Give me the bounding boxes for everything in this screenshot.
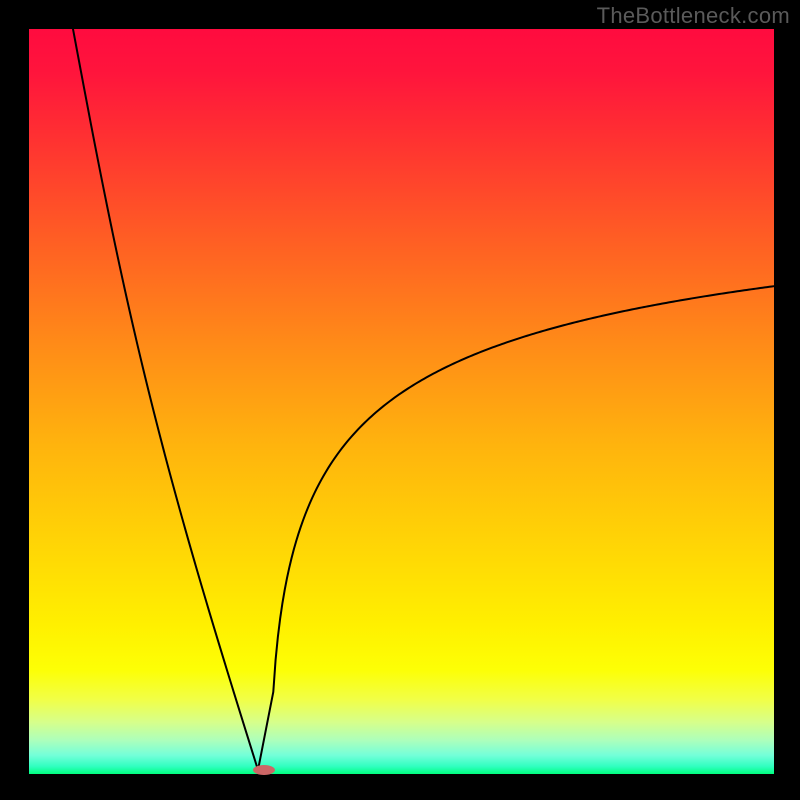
watermark-text: TheBottleneck.com [597, 3, 790, 29]
chart-svg [0, 0, 800, 800]
plot-gradient [29, 29, 774, 774]
dip-marker [253, 765, 275, 775]
chart-container: TheBottleneck.com [0, 0, 800, 800]
